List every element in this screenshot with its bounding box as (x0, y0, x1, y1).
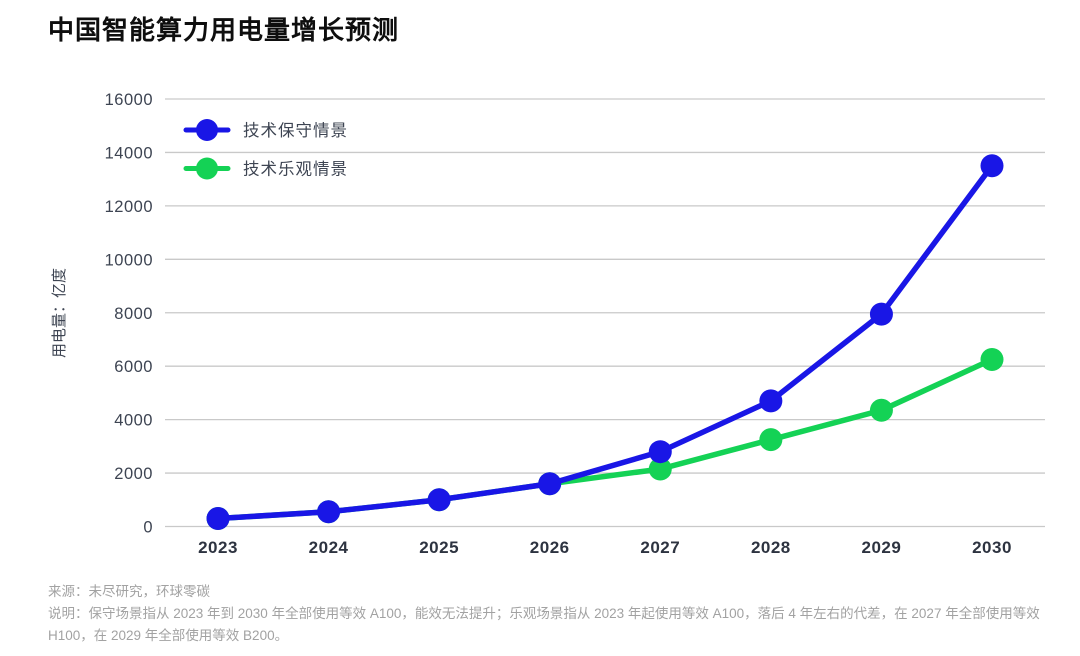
legend-label: 技术乐观情景 (243, 160, 348, 179)
y-tick-label: 14000 (105, 144, 153, 162)
data-point (427, 488, 451, 512)
y-tick-label: 6000 (114, 358, 153, 376)
data-point (317, 500, 341, 524)
data-point (869, 302, 893, 326)
y-tick-label: 10000 (105, 251, 153, 269)
data-point (980, 154, 1004, 178)
line-chart: 0 2000 4000 6000 8000 10000 12000 14000 16000 用电量… (51, 91, 1045, 557)
y-tick-label: 8000 (114, 305, 153, 323)
data-point (869, 398, 893, 422)
x-tick-label: 2029 (862, 538, 902, 557)
series-line-0 (215, 163, 995, 522)
y-tick-label: 12000 (105, 198, 153, 216)
page-title: 中国智能算力用电量增长预测 (48, 15, 400, 45)
legend-marker-dot (196, 119, 218, 141)
data-point (206, 506, 230, 530)
y-tick-label: 0 (143, 519, 153, 537)
y-tick-label: 16000 (105, 91, 153, 109)
legend-label: 技术保守情景 (243, 121, 348, 140)
y-tick-label: 2000 (114, 465, 153, 483)
legend-marker-dot (196, 157, 218, 180)
series-line-1 (215, 356, 995, 522)
x-tick-label: 2025 (419, 538, 459, 557)
x-tick-label: 2030 (972, 538, 1012, 557)
x-tick-label: 2026 (530, 538, 570, 557)
x-tick-label: 2028 (751, 538, 791, 557)
data-point (648, 457, 672, 481)
data-point (759, 428, 783, 452)
method-note: 说明：保守场景指从 2023 年到 2030 年全部使用等效 A100，能效无法… (48, 606, 1040, 643)
x-tick-label: 2023 (198, 538, 238, 557)
chart-footer: 来源：未尽研究，环球零碳 说明：保守场景指从 2023 年到 2030 年全部使… (48, 581, 1060, 646)
y-tick-label: 4000 (114, 412, 153, 430)
data-point (980, 348, 1004, 372)
data-point (648, 440, 672, 464)
data-point (538, 472, 562, 496)
x-tick-label: 2024 (309, 538, 349, 557)
data-point (759, 389, 783, 413)
x-tick-label: 2027 (640, 538, 680, 557)
y-axis-title: 用电量：亿度 (51, 268, 68, 358)
source-note: 来源：未尽研究，环球零碳 (48, 584, 210, 599)
